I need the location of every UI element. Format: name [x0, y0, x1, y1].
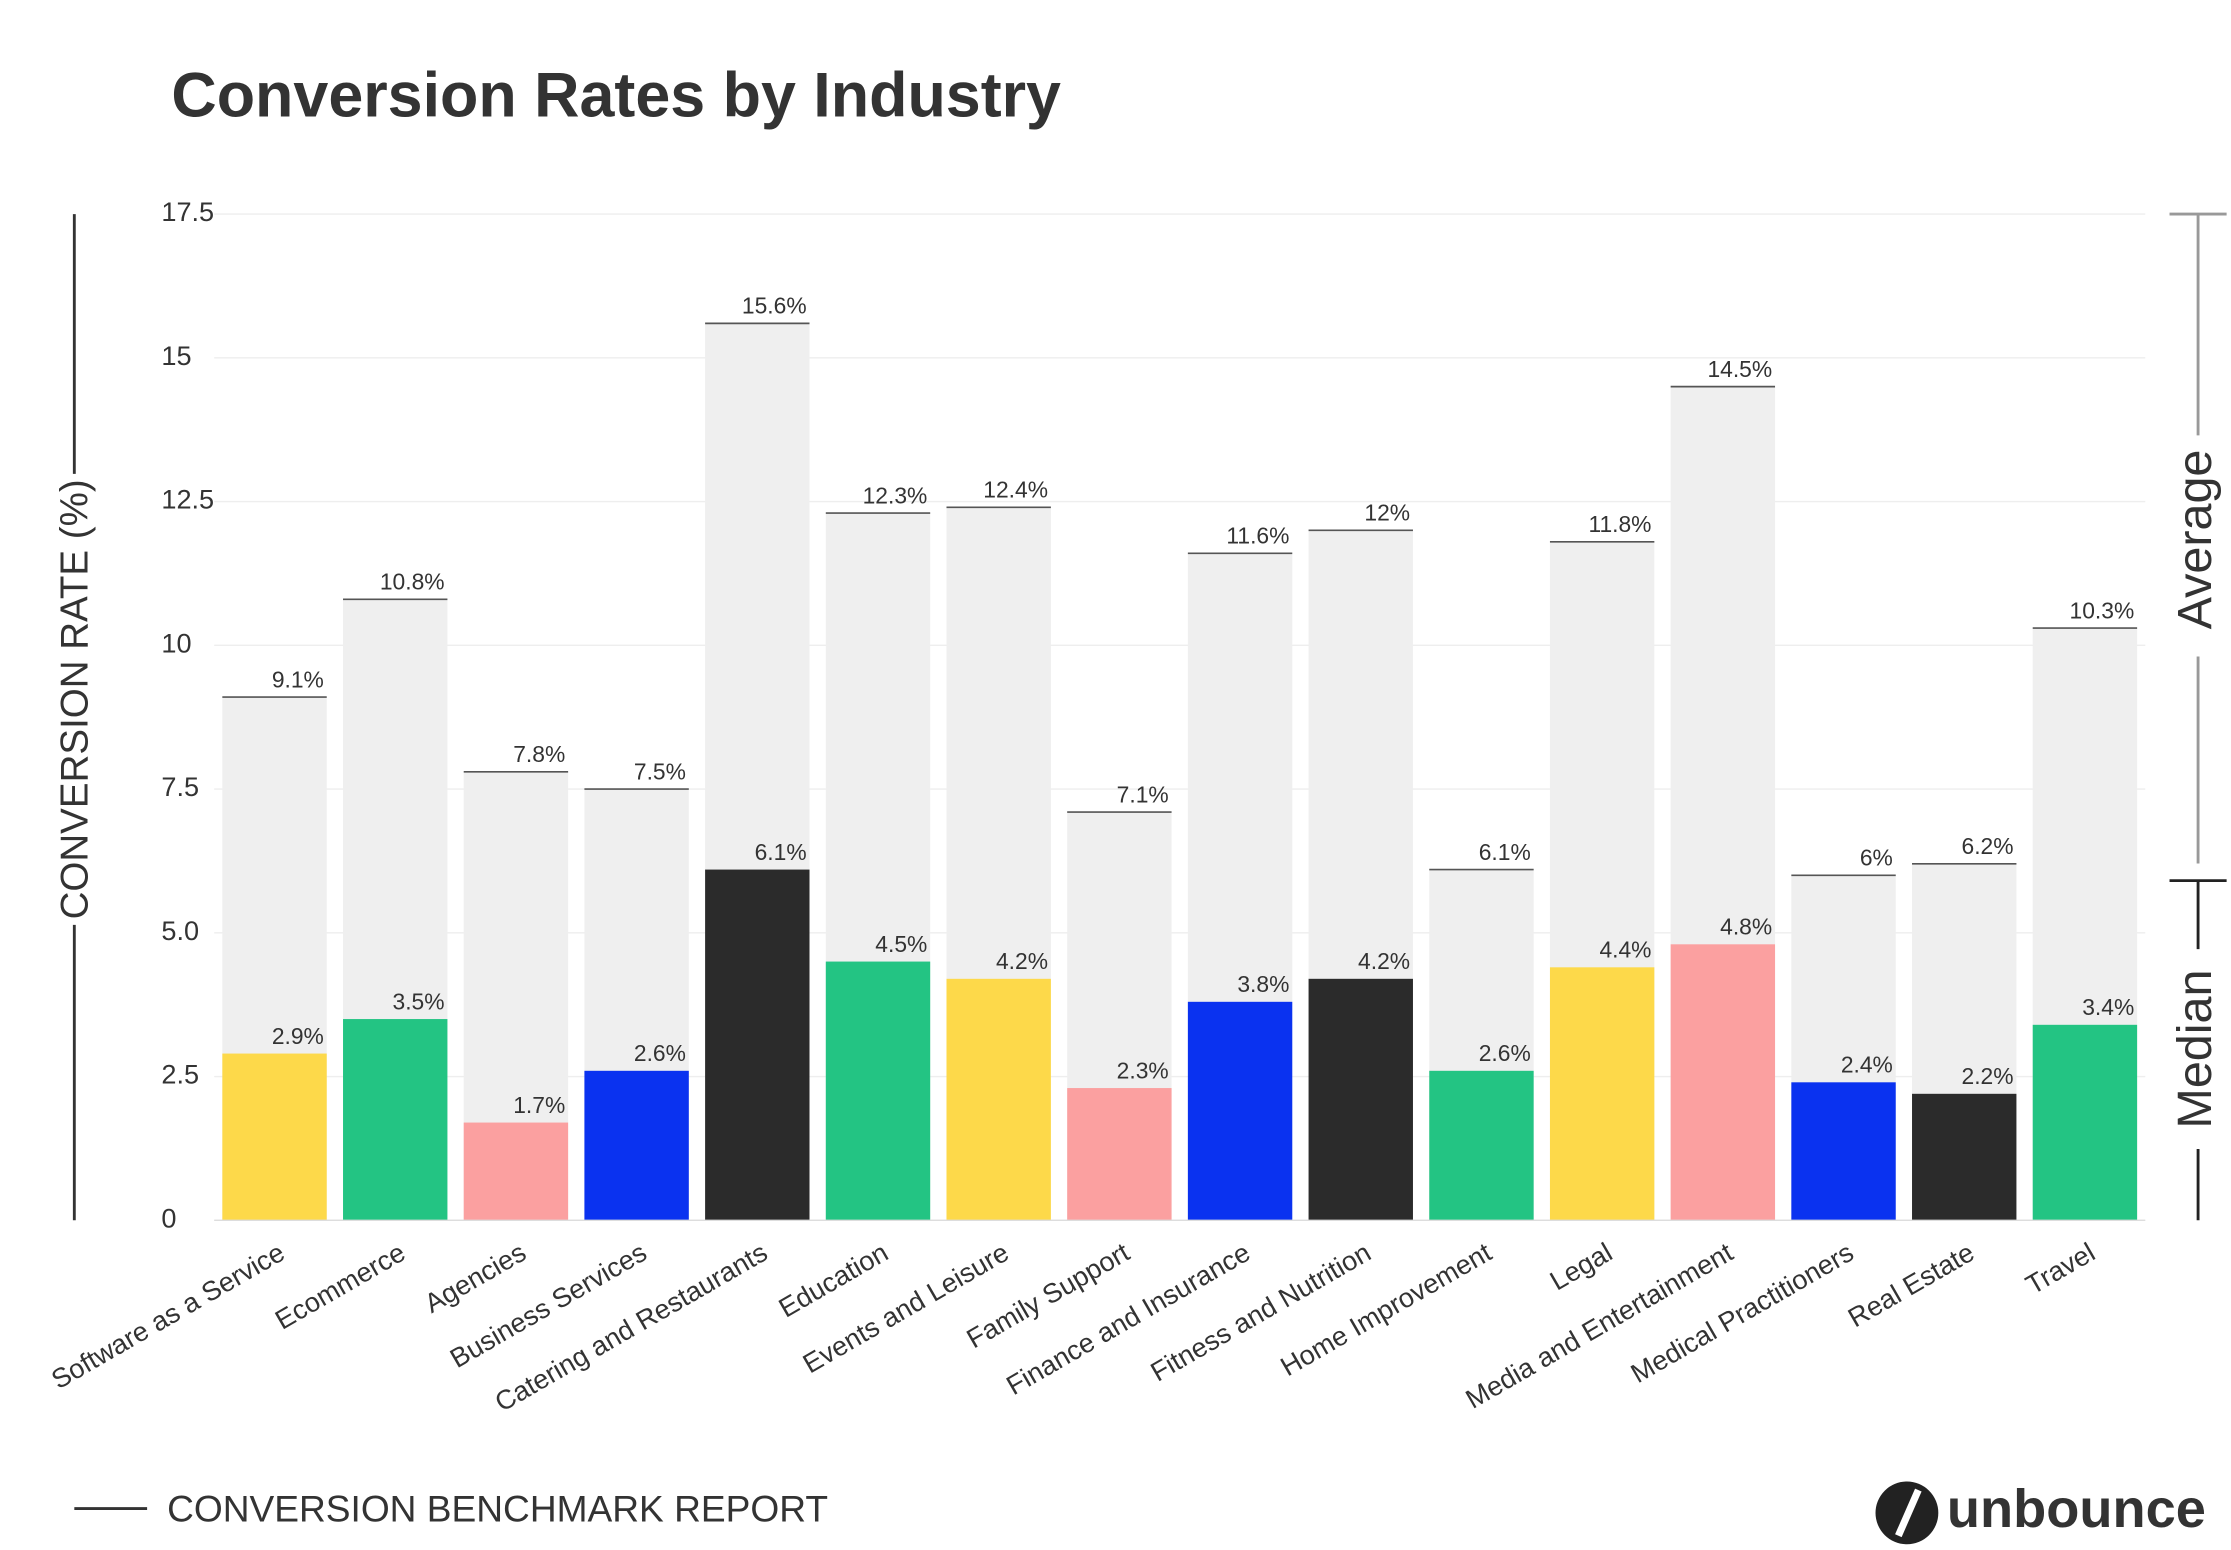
value-label: 11.8% — [1588, 511, 1651, 537]
y-tick-label: 7.5 — [161, 771, 199, 802]
legend-bracket — [2169, 879, 2227, 1221]
value-label: 10.3% — [2070, 597, 2135, 623]
median-bar — [1912, 1093, 2017, 1221]
footer-text: CONVERSION BENCHMARK REPORT — [167, 1487, 828, 1529]
value-label: 4.8% — [1720, 914, 1772, 940]
value-label: 2.3% — [1117, 1057, 1169, 1083]
value-label: 4.2% — [996, 948, 1048, 974]
brand-logo: unbounce — [1875, 1479, 2206, 1545]
value-label: 11.6% — [1226, 523, 1289, 549]
value-label: 12.3% — [863, 482, 928, 508]
y-tick-label: 0 — [161, 1202, 176, 1233]
x-tick-label: Real Estate — [1843, 1236, 1980, 1333]
value-label: 2.9% — [272, 1023, 324, 1049]
median-bar — [1308, 978, 1413, 1221]
median-bar — [1067, 1088, 1172, 1221]
value-label: 4.2% — [1358, 948, 1410, 974]
legend-bracket — [2169, 212, 2227, 864]
median-bar — [1549, 967, 1655, 1221]
value-label: 2.4% — [1841, 1052, 1893, 1078]
median-bar — [1670, 944, 1776, 1221]
value-label: 7.8% — [513, 741, 565, 767]
value-label: 6.1% — [755, 839, 807, 865]
value-label: 6% — [1860, 845, 1893, 871]
y-tick-label: 15 — [161, 340, 191, 371]
value-label: 7.5% — [634, 758, 686, 784]
value-label: 14.5% — [1707, 356, 1772, 382]
median-bar — [946, 978, 1051, 1221]
value-label: 15.6% — [742, 293, 807, 319]
x-tick-label: Business Services — [444, 1236, 651, 1374]
median-bar — [222, 1053, 327, 1221]
median-bar — [1187, 1001, 1293, 1221]
value-label: 2.6% — [634, 1040, 686, 1066]
x-tick-label: Medical Practitioners — [1625, 1236, 1858, 1389]
median-bar — [343, 1019, 448, 1221]
value-label: 7.1% — [1117, 781, 1169, 807]
value-label: 3.5% — [393, 988, 445, 1014]
median-bar — [584, 1070, 689, 1221]
y-tick-label: 2.5 — [161, 1059, 199, 1090]
value-label: 9.1% — [272, 666, 324, 692]
x-tick-label: Events and Leisure — [797, 1236, 1013, 1379]
value-label: 6.2% — [1962, 833, 2014, 859]
median-bar — [1791, 1082, 1896, 1221]
value-label: 12.4% — [983, 477, 1048, 503]
value-label: 2.2% — [1962, 1063, 2014, 1089]
brand-name: unbounce — [1947, 1479, 2206, 1539]
y-tick-label: 10 — [161, 627, 191, 658]
value-label: 2.6% — [1479, 1040, 1531, 1066]
y-axis-label: CONVERSION RATE (%) — [53, 479, 96, 919]
y-tick-label: 5.0 — [161, 915, 199, 946]
x-tick-label: Fitness and Nutrition — [1145, 1236, 1376, 1387]
x-tick-label: Software as a Service — [46, 1236, 290, 1395]
value-label: 3.8% — [1237, 971, 1289, 997]
y-tick-label: 12.5 — [161, 484, 214, 515]
x-tick-label: Home Improvement — [1275, 1236, 1497, 1382]
value-label: 4.4% — [1599, 937, 1651, 963]
x-tick-label: Ecommerce — [270, 1236, 411, 1335]
x-tick-label: Travel — [2020, 1236, 2100, 1300]
y-tick-label: 17.5 — [161, 196, 214, 227]
median-bar — [825, 961, 931, 1221]
value-label: 1.7% — [513, 1092, 565, 1118]
legend-label: Average — [2168, 450, 2222, 630]
x-tick-label: Legal — [1544, 1236, 1617, 1296]
median-bar — [705, 869, 810, 1221]
median-bar — [2032, 1024, 2138, 1221]
median-bar — [1429, 1070, 1534, 1221]
chart-title: Conversion Rates by Industry — [171, 61, 1061, 131]
legend-label: Median — [2168, 969, 2222, 1128]
median-bar — [463, 1122, 569, 1221]
value-label: 3.4% — [2082, 994, 2134, 1020]
value-label: 10.8% — [380, 569, 445, 595]
value-label: 4.5% — [875, 931, 927, 957]
value-label: 12% — [1364, 500, 1410, 526]
value-label: 6.1% — [1479, 839, 1531, 865]
